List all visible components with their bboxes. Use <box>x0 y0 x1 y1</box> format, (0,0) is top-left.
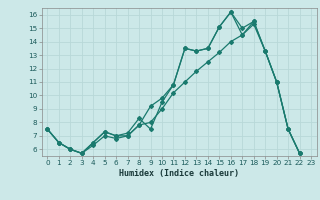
X-axis label: Humidex (Indice chaleur): Humidex (Indice chaleur) <box>119 169 239 178</box>
